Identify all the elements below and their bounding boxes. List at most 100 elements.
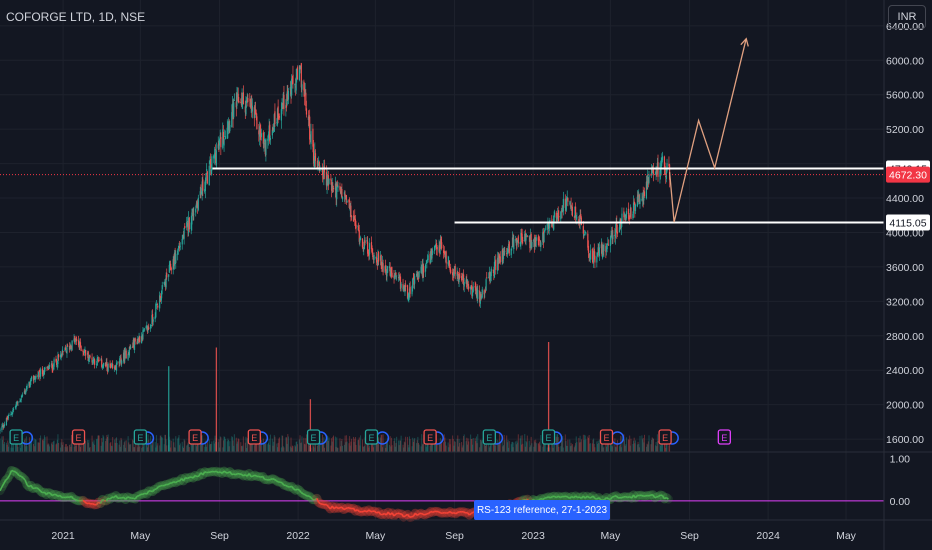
- volume-bar: [508, 447, 510, 452]
- price-tick-label: 4400.00: [886, 193, 924, 205]
- rs-line-segment: [235, 472, 238, 476]
- candle-body: [659, 170, 661, 177]
- candle-body: [456, 272, 458, 276]
- volume-bar: [348, 443, 350, 452]
- volume-bar: [528, 440, 530, 452]
- candle-body: [68, 346, 71, 350]
- volume-bar: [93, 440, 95, 452]
- volume-bar: [325, 441, 327, 452]
- volume-bar: [615, 446, 617, 452]
- time-tick-label: Sep: [680, 530, 699, 542]
- volume-bar: [246, 438, 248, 452]
- volume-bar: [51, 443, 53, 452]
- candle-body: [355, 224, 357, 229]
- candle-body: [50, 363, 53, 366]
- candle-body: [10, 413, 12, 416]
- time-tick-label: Sep: [445, 530, 464, 542]
- candle-body: [420, 266, 422, 273]
- candle-body: [206, 169, 208, 171]
- candle-body: [488, 277, 490, 279]
- rs-line-segment: [95, 501, 100, 506]
- volume-bar: [432, 444, 434, 452]
- candle-body: [610, 235, 612, 240]
- candle-body: [421, 265, 423, 269]
- earnings-marker: [247, 429, 261, 445]
- volume-bar: [596, 443, 598, 452]
- volume-bar: [247, 439, 249, 452]
- candle-body: [218, 143, 220, 146]
- rs-line-segment: [418, 512, 422, 515]
- candle-body: [616, 222, 618, 234]
- volume-bar: [136, 439, 138, 452]
- volume-bar: [634, 440, 636, 452]
- candle-body: [309, 140, 311, 143]
- volume-bar: [304, 443, 306, 452]
- volume-bar: [349, 445, 351, 452]
- volume-bar: [37, 442, 39, 452]
- rs-line-segment: [88, 502, 92, 505]
- volume-bar: [444, 437, 446, 452]
- volume-bar: [152, 438, 154, 452]
- volume-bar: [576, 442, 578, 452]
- candle-body: [105, 361, 107, 366]
- rs-line-segment: [30, 484, 34, 489]
- candle-body: [141, 337, 143, 340]
- volume-bar: [323, 437, 325, 452]
- rs-line-segment: [82, 499, 86, 503]
- candle-body: [345, 197, 347, 199]
- volume-bar: [413, 439, 415, 452]
- candle-body: [330, 178, 332, 181]
- volume-bar: [372, 447, 374, 452]
- candle-body: [130, 346, 132, 349]
- candle-body: [172, 259, 174, 270]
- candle-body: [591, 248, 593, 260]
- volume-bar: [128, 444, 130, 452]
- volume-bar: [3, 444, 5, 452]
- candle-body: [484, 291, 486, 293]
- volume-bar: [26, 446, 28, 452]
- rs-line-segment: [395, 512, 399, 515]
- volume-bar: [616, 443, 618, 452]
- horizontal-levels[interactable]: [0, 167, 884, 224]
- candle-body: [101, 359, 103, 367]
- currency-button[interactable]: INR: [888, 5, 926, 29]
- candle-body: [55, 358, 57, 362]
- rs-line-segment: [565, 495, 569, 498]
- volume-bar: [52, 444, 54, 452]
- candle-body: [630, 207, 632, 220]
- candle-body: [429, 253, 431, 263]
- volume-bar: [342, 445, 344, 452]
- candle-body: [364, 240, 366, 244]
- volume-bar: [101, 438, 103, 452]
- candle-body: [457, 272, 459, 274]
- rs-line-segment: [362, 510, 366, 513]
- volume-bar: [127, 436, 129, 452]
- volume-bar: [475, 441, 477, 452]
- candle-body: [614, 234, 616, 237]
- volume-bar: [434, 440, 436, 452]
- volume-bar: [390, 437, 392, 452]
- rs-line-segment: [173, 481, 177, 484]
- volume-bar: [204, 440, 206, 452]
- candle-body: [412, 277, 414, 279]
- volume-bar: [472, 438, 474, 452]
- volume-bar: [253, 445, 255, 452]
- volume-bar: [179, 445, 181, 452]
- volume-bar: [238, 439, 240, 452]
- rs-line-segment: [569, 495, 573, 499]
- candle-body: [296, 67, 299, 79]
- candle-body: [447, 261, 449, 265]
- rs-line-segment: [1, 483, 5, 488]
- candle-body: [258, 126, 261, 137]
- candle-body: [191, 212, 193, 225]
- volume-bar: [427, 440, 429, 452]
- candle-body: [155, 304, 158, 306]
- projection-path[interactable]: [668, 37, 749, 223]
- volume-bar: [423, 434, 425, 452]
- volume-bar: [277, 442, 279, 452]
- candle-body: [57, 354, 59, 365]
- volume-bar: [447, 442, 449, 452]
- volume-bar: [156, 445, 158, 452]
